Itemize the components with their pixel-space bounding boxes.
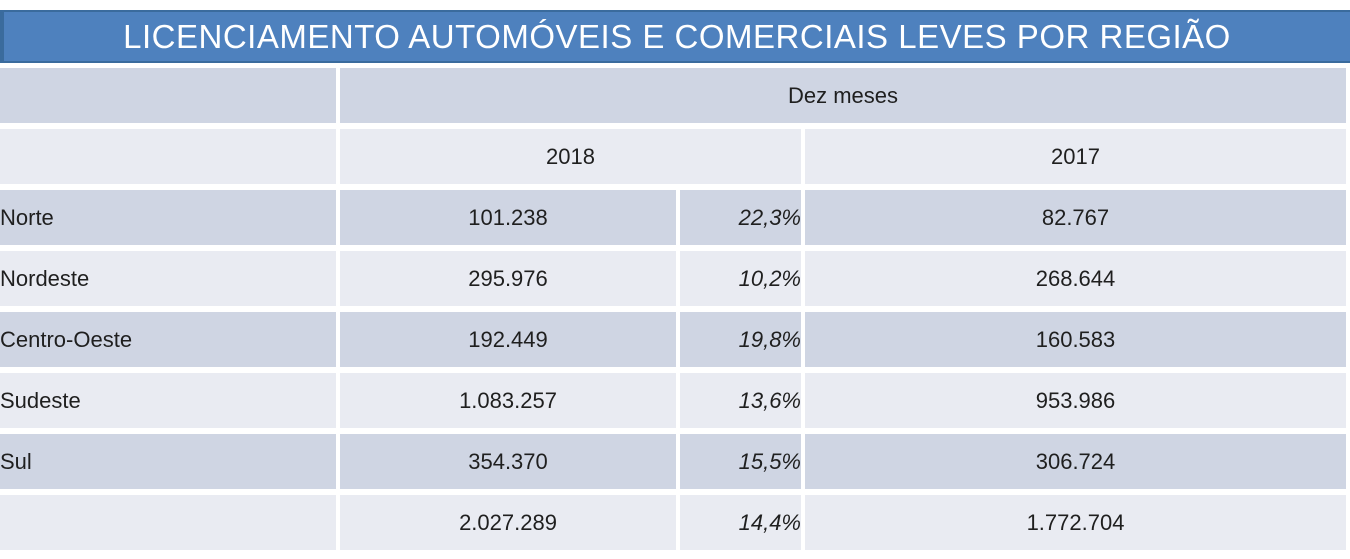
value-2017-cell: 953.986: [805, 373, 1350, 434]
total-value-2018-cell: 2.027.289: [340, 495, 680, 556]
value-2018-cell: 295.976: [340, 251, 680, 312]
empty-header-cell: [0, 129, 340, 190]
pct-change-cell: 15,5%: [680, 434, 805, 495]
pct-change-cell: 22,3%: [680, 190, 805, 251]
table-row: Norte 101.238 22,3% 82.767: [0, 190, 1350, 251]
table-title-bar: LICENCIAMENTO AUTOMÓVEIS E COMERCIAIS LE…: [0, 10, 1350, 63]
table-row: Sudeste 1.083.257 13,6% 953.986: [0, 373, 1350, 434]
licensing-table: Dez meses 2018 2017 Norte 101.238 22,3% …: [0, 68, 1350, 556]
total-pct-change-cell: 14,4%: [680, 495, 805, 556]
total-value-2017-cell: 1.772.704: [805, 495, 1350, 556]
empty-corner-cell: [0, 68, 340, 129]
year-2017-header: 2017: [805, 129, 1350, 190]
value-2018-cell: 192.449: [340, 312, 680, 373]
region-cell: Centro-Oeste: [0, 312, 340, 373]
table-row: Nordeste 295.976 10,2% 268.644: [0, 251, 1350, 312]
value-2017-cell: 82.767: [805, 190, 1350, 251]
region-cell: Sul: [0, 434, 340, 495]
value-2017-cell: 160.583: [805, 312, 1350, 373]
value-2017-cell: 306.724: [805, 434, 1350, 495]
value-2018-cell: 101.238: [340, 190, 680, 251]
region-cell: Norte: [0, 190, 340, 251]
region-cell: Sudeste: [0, 373, 340, 434]
pct-change-cell: 13,6%: [680, 373, 805, 434]
total-row: 2.027.289 14,4% 1.772.704: [0, 495, 1350, 556]
pct-change-cell: 10,2%: [680, 251, 805, 312]
value-2018-cell: 354.370: [340, 434, 680, 495]
total-label-cell: [0, 495, 340, 556]
period-header-row: Dez meses: [0, 68, 1350, 129]
value-2017-cell: 268.644: [805, 251, 1350, 312]
table-row: Centro-Oeste 192.449 19,8% 160.583: [0, 312, 1350, 373]
year-header-row: 2018 2017: [0, 129, 1350, 190]
table-row: Sul 354.370 15,5% 306.724: [0, 434, 1350, 495]
region-cell: Nordeste: [0, 251, 340, 312]
period-header-cell: Dez meses: [340, 68, 1350, 129]
pct-change-cell: 19,8%: [680, 312, 805, 373]
page-title: LICENCIAMENTO AUTOMÓVEIS E COMERCIAIS LE…: [123, 17, 1231, 55]
year-2018-header: 2018: [340, 129, 805, 190]
value-2018-cell: 1.083.257: [340, 373, 680, 434]
